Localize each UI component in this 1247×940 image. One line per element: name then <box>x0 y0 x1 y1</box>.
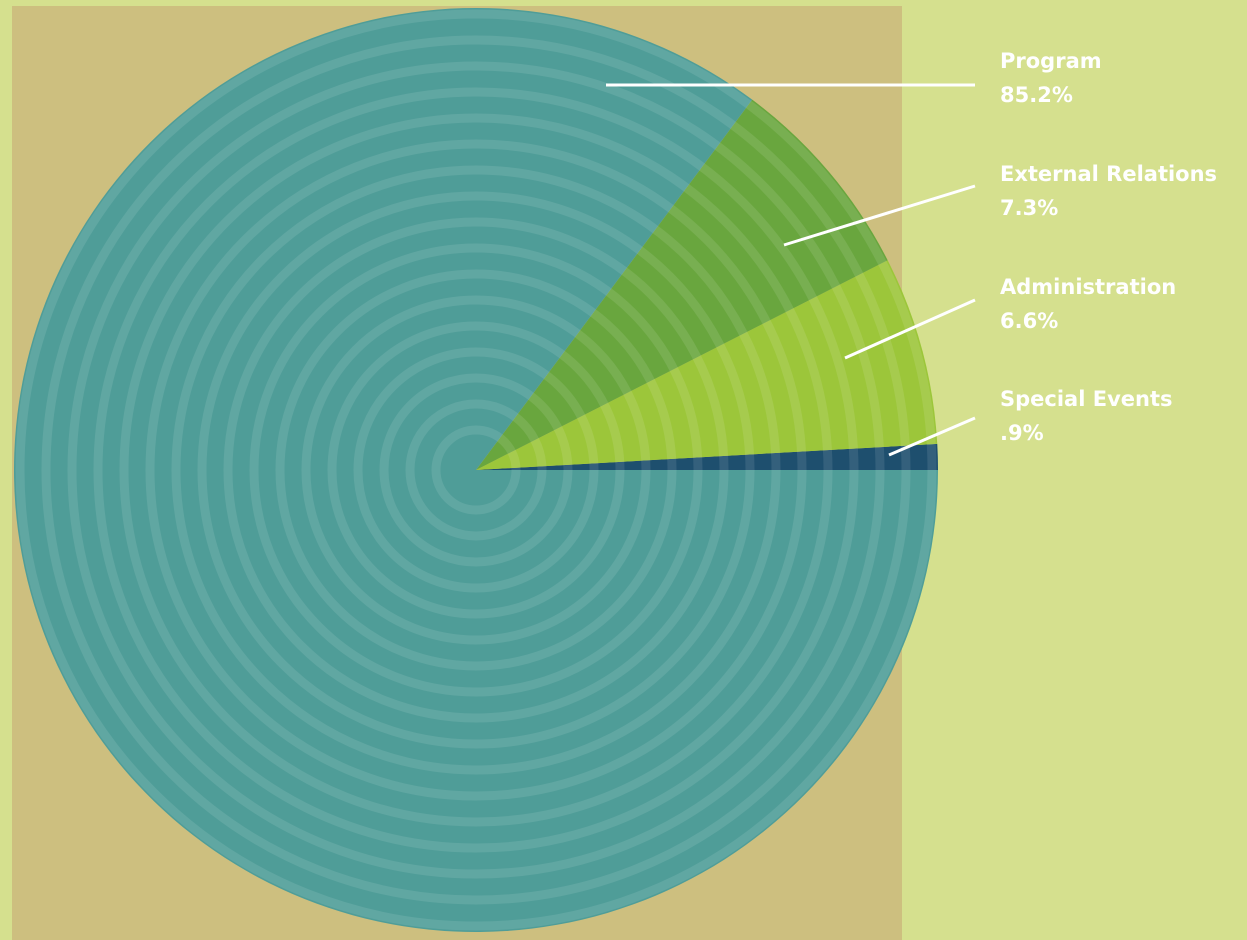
texture-ring <box>223 217 729 723</box>
texture-ring <box>431 425 521 515</box>
pie-labels: Program 85.2% External Relations 7.3% Admini… <box>606 49 1217 457</box>
slice-label-special-events: Special Events <box>1000 387 1173 411</box>
slice-value-special-events: .9% <box>1000 421 1044 445</box>
texture-ring <box>41 35 911 905</box>
slice-value-external-relations: 7.3% <box>1000 196 1058 220</box>
leader-line-special-events <box>888 416 976 457</box>
texture-ring <box>327 321 625 619</box>
pie-slices <box>14 7 939 933</box>
leader-line-administration <box>844 298 976 360</box>
pie-slice-program <box>14 7 939 933</box>
texture-ring <box>171 165 781 775</box>
texture-ring <box>145 139 807 801</box>
texture-ring <box>353 347 599 593</box>
texture-ring <box>67 61 885 879</box>
texture-rings <box>15 9 937 931</box>
slice-label-program: Program <box>1000 49 1102 73</box>
pie-slice-external-relations <box>476 99 888 470</box>
leader-line-external-relations <box>783 184 976 247</box>
texture-ring <box>379 373 573 567</box>
texture-ring <box>405 399 547 541</box>
texture-ring <box>119 113 833 827</box>
slice-label-external-relations: External Relations <box>1000 162 1217 186</box>
texture-ring <box>197 191 755 749</box>
texture-ring <box>301 295 651 645</box>
pie-slice-administration <box>476 260 938 470</box>
texture-ring <box>93 87 859 853</box>
slice-value-program: 85.2% <box>1000 83 1073 107</box>
texture-ring <box>275 269 677 671</box>
texture-ring <box>249 243 703 697</box>
texture-ring <box>15 9 937 931</box>
pie-slice-special-events <box>476 443 938 470</box>
slice-label-administration: Administration <box>1000 275 1176 299</box>
slice-value-administration: 6.6% <box>1000 309 1058 333</box>
